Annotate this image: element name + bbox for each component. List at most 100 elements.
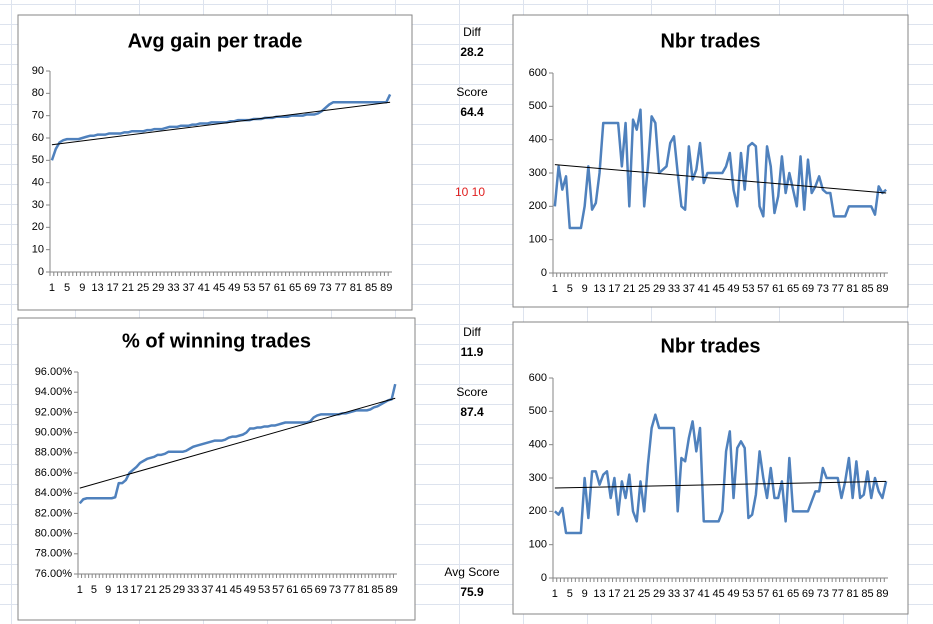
x-tick-label: 81 [357, 584, 369, 596]
x-tick-label: 5 [64, 282, 70, 294]
x-tick-label: 29 [653, 283, 665, 295]
x-tick-label: 85 [371, 584, 383, 596]
x-tick-label: 69 [315, 584, 327, 596]
x-tick-label: 65 [300, 584, 312, 596]
y-tick-label: 90.00% [35, 427, 73, 439]
y-tick-label: 500 [529, 100, 547, 112]
cell-text: Avg Score [444, 565, 499, 579]
x-tick-label: 29 [653, 588, 665, 600]
y-tick-label: 600 [529, 372, 547, 384]
chart-title: Avg gain per trade [128, 30, 303, 52]
y-tick-label: 100 [529, 234, 547, 246]
x-tick-label: 29 [173, 584, 185, 596]
cell-text: 10 10 [455, 185, 485, 199]
x-tick-label: 57 [757, 588, 769, 600]
x-tick-label: 81 [350, 282, 362, 294]
x-tick-label: 69 [802, 283, 814, 295]
x-tick-label: 77 [343, 584, 355, 596]
x-tick-label: 25 [638, 588, 650, 600]
y-tick-label: 84.00% [35, 487, 73, 499]
cell-text: Diff [463, 25, 481, 39]
x-tick-label: 45 [713, 283, 725, 295]
y-tick-label: 80 [32, 87, 44, 99]
x-tick-label: 1 [77, 584, 83, 596]
x-tick-label: 41 [698, 588, 710, 600]
cell-text: Score [456, 85, 488, 99]
y-tick-label: 92.00% [35, 406, 73, 418]
chart-frame [512, 321, 909, 615]
trendline [554, 480, 887, 489]
y-tick-label: 96.00% [35, 366, 73, 378]
x-tick-label: 1 [49, 282, 55, 294]
x-tick-label: 37 [201, 584, 213, 596]
x-tick-label: 17 [608, 588, 620, 600]
x-tick-label: 5 [91, 584, 97, 596]
chart-frame [512, 14, 909, 308]
x-tick-label: 41 [215, 584, 227, 596]
y-tick-label: 94.00% [35, 386, 73, 398]
chart-title: Nbr trades [660, 335, 760, 357]
x-tick-label: 49 [727, 588, 739, 600]
x-tick-label: 81 [847, 283, 859, 295]
x-tick-label: 77 [832, 283, 844, 295]
x-tick-label: 49 [228, 282, 240, 294]
x-tick-label: 45 [213, 282, 225, 294]
y-tick-label: 70 [32, 110, 44, 122]
x-tick-label: 89 [876, 283, 888, 295]
x-tick-label: 49 [727, 283, 739, 295]
x-tick-label: 73 [319, 282, 331, 294]
y-tick-label: 600 [529, 67, 547, 79]
y-tick-label: 0 [541, 572, 547, 584]
chart-frame [17, 14, 413, 311]
x-tick-label: 5 [567, 588, 573, 600]
trendline [51, 101, 391, 146]
y-tick-label: 400 [529, 134, 547, 146]
y-tick-label: 80.00% [35, 528, 73, 540]
x-tick-label: 61 [274, 282, 286, 294]
y-tick-label: 76.00% [35, 568, 73, 580]
y-tick-label: 0 [38, 266, 44, 278]
x-tick-label: 9 [582, 283, 588, 295]
x-tick-label: 37 [183, 282, 195, 294]
y-tick-label: 300 [529, 167, 547, 179]
series-line [554, 413, 888, 535]
cell-text: 87.4 [460, 405, 484, 419]
x-tick-label: 33 [668, 283, 680, 295]
x-tick-label: 37 [683, 588, 695, 600]
x-tick-label: 77 [335, 282, 347, 294]
x-tick-label: 33 [187, 584, 199, 596]
y-tick-label: 400 [529, 439, 547, 451]
x-tick-label: 53 [742, 588, 754, 600]
x-tick-label: 73 [817, 588, 829, 600]
x-tick-label: 9 [79, 282, 85, 294]
y-tick-label: 30 [32, 199, 44, 211]
x-tick-label: 85 [861, 588, 873, 600]
x-tick-label: 29 [152, 282, 164, 294]
x-tick-label: 9 [582, 588, 588, 600]
x-tick-label: 13 [593, 588, 605, 600]
x-tick-label: 45 [230, 584, 242, 596]
x-tick-label: 69 [304, 282, 316, 294]
x-tick-label: 81 [847, 588, 859, 600]
cell-text: 75.9 [460, 585, 484, 599]
x-tick-label: 5 [567, 283, 573, 295]
y-tick-label: 50 [32, 154, 44, 166]
x-tick-label: 21 [623, 283, 635, 295]
x-tick-label: 89 [380, 282, 392, 294]
x-tick-label: 61 [772, 283, 784, 295]
series-line [553, 108, 887, 230]
x-tick-label: 13 [116, 584, 128, 596]
x-tick-label: 57 [757, 283, 769, 295]
y-tick-label: 86.00% [35, 467, 73, 479]
y-tick-label: 100 [529, 539, 547, 551]
x-tick-label: 49 [244, 584, 256, 596]
y-tick-label: 60 [32, 132, 44, 144]
x-tick-label: 73 [817, 283, 829, 295]
x-tick-label: 53 [258, 584, 270, 596]
x-tick-label: 1 [552, 283, 558, 295]
x-tick-label: 69 [802, 588, 814, 600]
x-tick-label: 61 [772, 588, 784, 600]
x-tick-label: 45 [713, 588, 725, 600]
x-tick-label: 21 [122, 282, 134, 294]
